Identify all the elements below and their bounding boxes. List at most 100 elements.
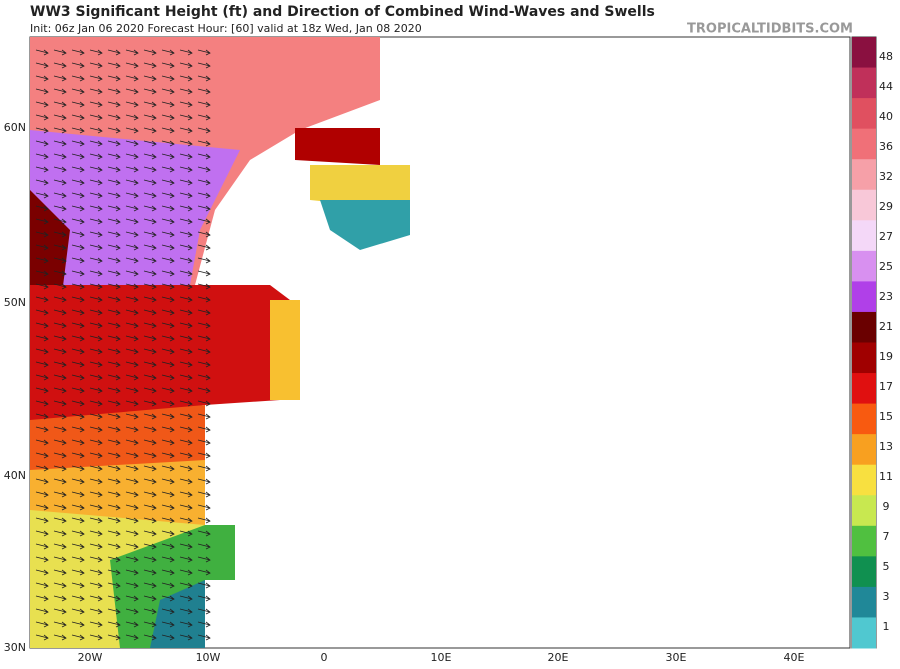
arrow — [107, 192, 121, 199]
arrow — [35, 569, 49, 576]
arrow — [143, 426, 157, 433]
arrow — [71, 361, 85, 368]
arrow — [179, 75, 193, 82]
colorbar-label: 3 — [883, 590, 890, 603]
arrow — [35, 101, 49, 108]
arrow — [143, 62, 157, 69]
arrow — [125, 244, 139, 251]
arrow — [35, 270, 49, 277]
arrow — [143, 478, 157, 485]
arrow — [161, 309, 175, 316]
arrow — [53, 387, 67, 394]
arrow — [125, 192, 139, 199]
arrow — [125, 49, 139, 56]
arrow — [89, 179, 103, 186]
arrow — [161, 530, 175, 537]
arrow — [71, 283, 85, 290]
arrow — [35, 335, 49, 342]
arrow — [143, 465, 157, 472]
arrow — [125, 569, 139, 576]
arrow — [125, 361, 139, 368]
arrow — [71, 348, 85, 355]
lon-label: 10E — [431, 651, 452, 664]
arrow — [71, 374, 85, 381]
arrow — [71, 491, 85, 498]
lat-label: 60N — [4, 121, 26, 134]
arrow — [143, 244, 157, 251]
arrow — [125, 283, 139, 290]
arrow — [107, 543, 121, 550]
arrow — [53, 569, 67, 576]
arrow — [197, 218, 211, 225]
arrow — [35, 348, 49, 355]
arrow — [35, 140, 49, 147]
arrow — [179, 439, 193, 446]
arrow — [53, 88, 67, 95]
colorbar-segment — [852, 342, 876, 374]
arrow — [179, 543, 193, 550]
arrow — [53, 309, 67, 316]
arrow — [125, 504, 139, 511]
arrow — [107, 413, 121, 420]
arrow — [107, 322, 121, 329]
colorbar-label: 11 — [879, 470, 893, 483]
arrow — [161, 569, 175, 576]
arrow — [161, 387, 175, 394]
arrow — [161, 244, 175, 251]
arrow — [143, 205, 157, 212]
arrow — [53, 634, 67, 641]
arrow — [107, 517, 121, 524]
arrow — [179, 49, 193, 56]
arrow — [179, 556, 193, 563]
arrow — [53, 413, 67, 420]
colorbar-segment — [852, 495, 876, 527]
arrow — [35, 556, 49, 563]
arrow — [71, 127, 85, 134]
arrow — [125, 231, 139, 238]
arrow — [161, 296, 175, 303]
arrow — [89, 595, 103, 602]
arrow — [179, 270, 193, 277]
arrow — [35, 517, 49, 524]
arrow — [179, 140, 193, 147]
colorbar-segment — [852, 464, 876, 496]
arrow — [179, 62, 193, 69]
arrow — [53, 179, 67, 186]
arrow — [125, 335, 139, 342]
arrow — [35, 309, 49, 316]
arrow — [197, 478, 211, 485]
arrow — [125, 88, 139, 95]
arrow — [143, 153, 157, 160]
arrow — [89, 101, 103, 108]
arrow — [179, 179, 193, 186]
arrow — [125, 348, 139, 355]
arrow — [107, 595, 121, 602]
arrow — [89, 283, 103, 290]
arrow — [107, 218, 121, 225]
arrow — [125, 114, 139, 121]
arrow — [107, 582, 121, 589]
arrow — [143, 335, 157, 342]
arrow — [125, 257, 139, 264]
arrow — [197, 153, 211, 160]
arrow — [53, 465, 67, 472]
arrow — [53, 361, 67, 368]
arrow — [89, 309, 103, 316]
arrow — [161, 257, 175, 264]
colorbar-label: 19 — [879, 350, 893, 363]
colorbar-label: 21 — [879, 320, 893, 333]
arrow — [197, 374, 211, 381]
arrow — [35, 322, 49, 329]
arrow — [143, 296, 157, 303]
arrow — [71, 88, 85, 95]
arrow — [161, 179, 175, 186]
arrow — [89, 231, 103, 238]
arrow — [71, 569, 85, 576]
arrow — [179, 257, 193, 264]
arrow — [197, 205, 211, 212]
arrow — [35, 595, 49, 602]
arrow — [125, 62, 139, 69]
arrow — [125, 478, 139, 485]
arrow — [53, 335, 67, 342]
